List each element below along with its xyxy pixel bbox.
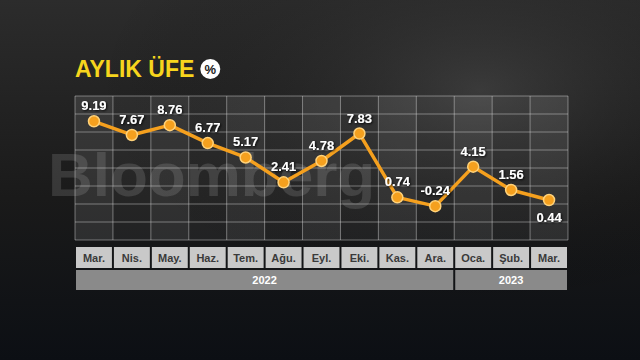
x-tick-label: Oca.	[461, 252, 485, 264]
category-cell	[379, 247, 415, 268]
point-marker	[544, 195, 555, 206]
x-tick-label: Haz.	[196, 252, 219, 264]
x-tick-label: Tem.	[233, 252, 258, 264]
chart-svg: BloombergAYLIK ÜFE%Mar.Nis.May.Haz.Tem.A…	[0, 0, 640, 360]
category-cell	[152, 247, 188, 268]
column-line	[416, 96, 417, 240]
background	[0, 0, 640, 360]
data-label: 4.78	[309, 138, 334, 153]
category-cell	[304, 247, 340, 268]
data-label: 8.76	[157, 102, 182, 117]
category-cell	[190, 247, 226, 268]
group-cell	[455, 270, 567, 290]
column-line	[530, 96, 531, 240]
category-cell	[114, 247, 150, 268]
group-label: 2022	[252, 274, 276, 286]
unit-badge: %	[205, 62, 217, 77]
title: AYLIK ÜFE	[75, 56, 194, 82]
data-label: 7.67	[119, 112, 144, 127]
point-marker	[354, 128, 365, 139]
x-tick-label: Mar.	[538, 252, 560, 264]
point-marker	[164, 120, 175, 131]
x-tick-label: Ara.	[425, 252, 446, 264]
point-marker	[468, 161, 479, 172]
data-label: 5.17	[233, 134, 258, 149]
data-label: 2.41	[271, 159, 296, 174]
category-cell	[531, 247, 567, 268]
column-line	[492, 96, 493, 240]
column-line	[568, 96, 569, 240]
background-glow	[0, 0, 640, 360]
category-cell	[76, 247, 112, 268]
x-tick-label: Ağu.	[271, 252, 295, 264]
data-label: 7.83	[347, 111, 372, 126]
data-label: 4.15	[461, 144, 486, 159]
data-label: 0.74	[385, 174, 411, 189]
x-tick-label: Eki.	[350, 252, 370, 264]
chart-root: BloombergAYLIK ÜFE%Mar.Nis.May.Haz.Tem.A…	[0, 0, 640, 360]
category-cell	[417, 247, 453, 268]
point-marker	[88, 116, 99, 127]
x-tick-label: Şub.	[499, 252, 523, 264]
series-line	[94, 121, 549, 206]
x-tick-label: Kas.	[386, 252, 409, 264]
unit-badge-circle	[200, 59, 220, 79]
group-label: 2023	[499, 274, 523, 286]
grid-line	[75, 222, 568, 223]
data-label: -0.24	[420, 183, 450, 198]
category-cell	[228, 247, 264, 268]
group-cell	[76, 270, 453, 290]
data-label: 6.77	[195, 120, 220, 135]
point-marker	[392, 192, 403, 203]
category-cell	[341, 247, 377, 268]
data-label: 0.44	[536, 210, 562, 225]
point-marker	[240, 152, 251, 163]
category-cell	[493, 247, 529, 268]
category-cell	[266, 247, 302, 268]
x-tick-label: May.	[158, 252, 182, 264]
grid-line	[75, 114, 568, 115]
point-marker	[506, 184, 517, 195]
point-marker	[430, 201, 441, 212]
data-group	[88, 116, 554, 212]
point-marker	[316, 155, 327, 166]
point-marker	[278, 177, 289, 188]
data-label: 1.56	[498, 167, 523, 182]
grid-line	[75, 96, 568, 97]
x-tick-label: Eyl.	[312, 252, 332, 264]
point-marker	[202, 138, 213, 149]
category-cell	[455, 247, 491, 268]
column-line	[454, 96, 455, 240]
point-marker	[126, 129, 137, 140]
grid-line	[75, 240, 568, 241]
x-tick-label: Mar.	[83, 252, 105, 264]
x-tick-label: Nis.	[122, 252, 142, 264]
data-label: 9.19	[81, 98, 106, 113]
